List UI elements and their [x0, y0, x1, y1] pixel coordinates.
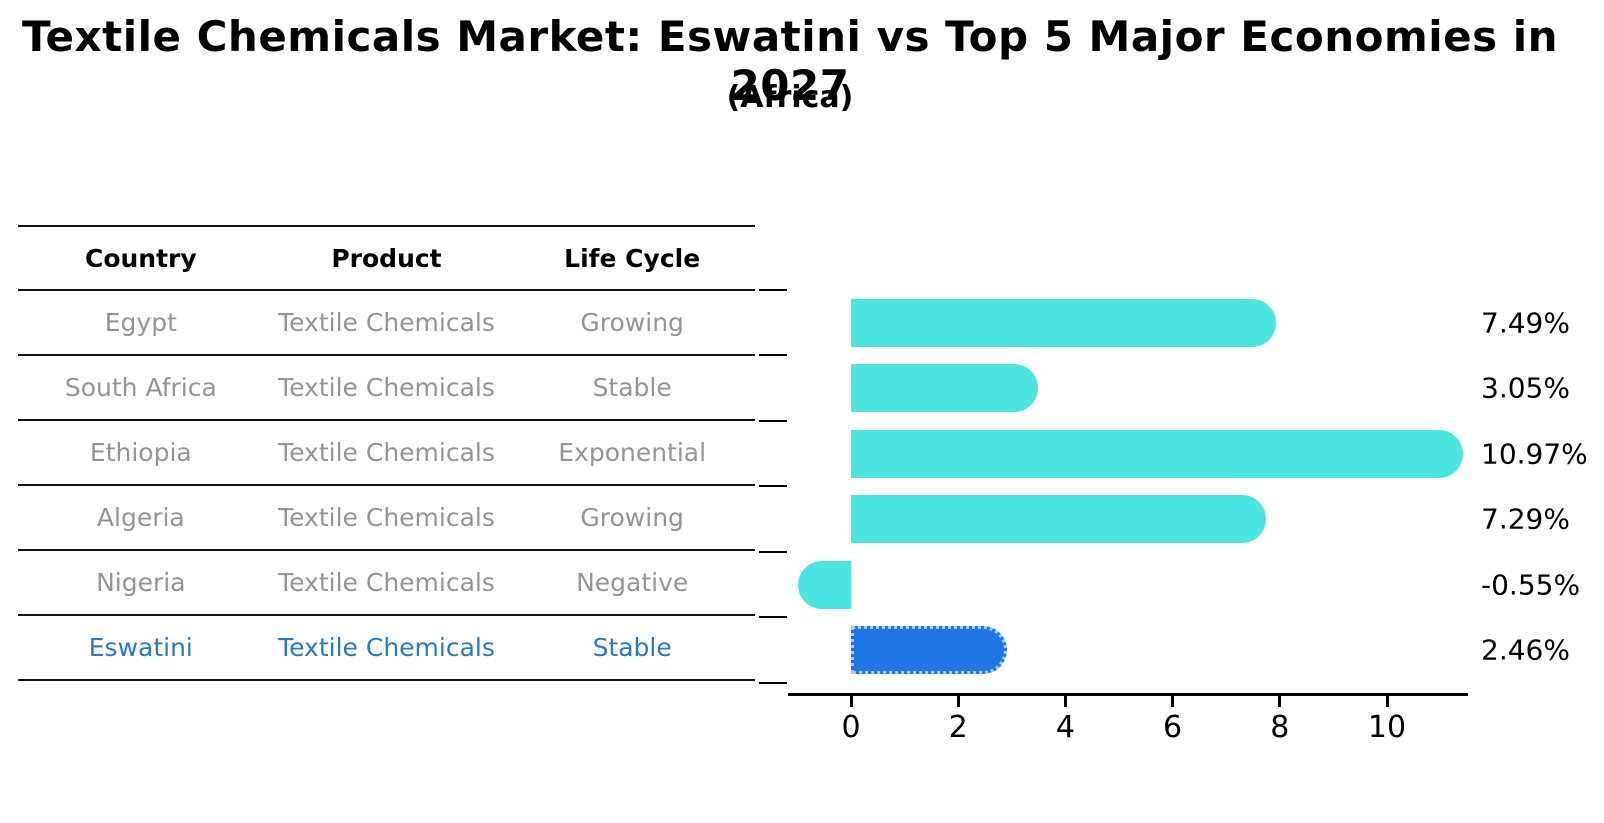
cell-product: Textile Chemicals: [278, 503, 495, 532]
bar-eswatini: [851, 626, 1007, 674]
cell-country: Egypt: [104, 308, 177, 337]
value-label-south-africa: 3.05%: [1481, 371, 1570, 405]
bar-ethiopia: [851, 429, 1463, 478]
x-tick-label: 0: [841, 710, 861, 745]
cell-product: Textile Chemicals: [278, 633, 495, 662]
cell-product: Textile Chemicals: [278, 373, 495, 402]
x-tick-label: 8: [1270, 710, 1290, 745]
cell-life-cycle: Stable: [592, 633, 672, 662]
cell-country: Algeria: [96, 503, 185, 532]
bar-egypt: [851, 298, 1277, 347]
table-row-nigeria: Nigeria Textile Chemicals Negative: [18, 549, 755, 614]
value-label-egypt: 7.49%: [1481, 306, 1570, 339]
y-tick: [759, 288, 787, 291]
y-tick: [759, 354, 787, 357]
table-row-eswatini: Eswatini Textile Chemicals Stable: [18, 614, 755, 681]
y-tick: [759, 681, 787, 684]
bar-nigeria: [797, 560, 851, 609]
cell-country: Eswatini: [88, 633, 193, 662]
value-label-ethiopia: 10.97%: [1481, 437, 1588, 470]
value-label-nigeria: -0.55%: [1481, 568, 1581, 601]
cell-life-cycle: Exponential: [558, 438, 707, 467]
cell-country: South Africa: [64, 373, 217, 402]
chart-title: Textile Chemicals Market: Eswatini vs To…: [21, 12, 1559, 110]
x-tick-label: 4: [1055, 710, 1075, 745]
x-tick-label: 2: [948, 710, 968, 745]
bar-south-africa: [851, 364, 1039, 412]
value-label-eswatini: 2.46%: [1481, 633, 1570, 667]
y-tick: [759, 550, 787, 553]
y-tick: [759, 419, 787, 422]
cell-life-cycle: Growing: [580, 308, 684, 337]
bar-algeria: [851, 495, 1266, 543]
table-header-cell-life-cycle: Life Cycle: [564, 243, 701, 273]
cell-life-cycle: Stable: [592, 373, 672, 402]
cell-life-cycle: Growing: [580, 503, 684, 532]
cell-product: Textile Chemicals: [278, 568, 495, 597]
x-axis-line: [788, 693, 1468, 696]
x-tick: [1063, 696, 1067, 707]
x-tick: [1278, 696, 1282, 707]
table-header-cell-product: Product: [331, 243, 442, 273]
cell-country: Nigeria: [96, 568, 186, 597]
x-tick-label: 10: [1367, 710, 1407, 745]
y-tick: [759, 485, 787, 488]
y-tick: [759, 616, 787, 619]
cell-product: Textile Chemicals: [278, 308, 495, 337]
country-table: Country Product Life Cycle Egypt Textile Ch…: [18, 225, 755, 681]
x-tick: [956, 696, 960, 707]
table-header-cell-country: Country: [84, 243, 197, 273]
value-label-algeria: 7.29%: [1481, 502, 1570, 536]
chart-subtitle: (Africa): [726, 80, 854, 115]
cell-product: Textile Chemicals: [278, 438, 495, 467]
table-row-south-africa: South Africa Textile Chemicals Stable: [18, 354, 755, 419]
table-body: Egypt Textile Chemicals Growing South Afric…: [18, 289, 755, 681]
x-tick: [1385, 696, 1389, 707]
x-tick: [1171, 696, 1175, 707]
cell-country: Ethiopia: [89, 438, 192, 467]
table-row-ethiopia: Ethiopia Textile Chemicals Exponential: [18, 419, 755, 484]
table-row-algeria: Algeria Textile Chemicals Growing: [18, 484, 755, 549]
x-tick: [849, 696, 853, 707]
cell-life-cycle: Negative: [576, 568, 689, 597]
table-header: Country Product Life Cycle: [18, 225, 755, 289]
x-tick-label: 6: [1163, 710, 1183, 745]
table-row-egypt: Egypt Textile Chemicals Growing: [18, 289, 755, 354]
